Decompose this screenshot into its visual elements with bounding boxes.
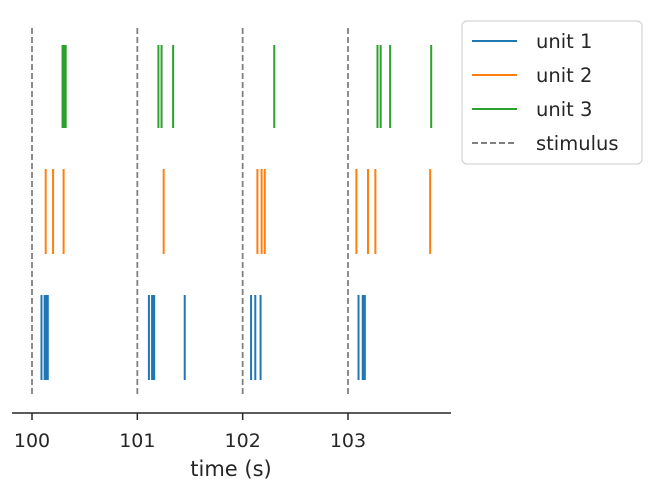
legend-label-2: unit 3 xyxy=(536,98,592,121)
legend-frame xyxy=(461,20,643,165)
x-tick-label-0: 100 xyxy=(14,430,50,452)
legend-label-0: unit 1 xyxy=(536,30,592,53)
raster-row-2 xyxy=(44,169,432,254)
legend-label-1: unit 2 xyxy=(536,64,592,87)
raster-row-1 xyxy=(40,295,366,380)
legend-label-3: stimulus xyxy=(536,132,619,155)
x-axis-label: time (s) xyxy=(190,457,271,481)
stimulus-lines xyxy=(31,28,349,397)
raster-row-3 xyxy=(61,45,433,128)
legend: unit 1 unit 2 unit 3 stimulus xyxy=(461,20,643,165)
x-tick-label-2: 102 xyxy=(225,430,261,452)
x-tick-label-1: 101 xyxy=(119,430,155,452)
x-axis-ticks: 100 101 102 103 xyxy=(14,413,366,452)
x-tick-label-3: 103 xyxy=(330,430,366,452)
spike-rows xyxy=(40,45,433,380)
